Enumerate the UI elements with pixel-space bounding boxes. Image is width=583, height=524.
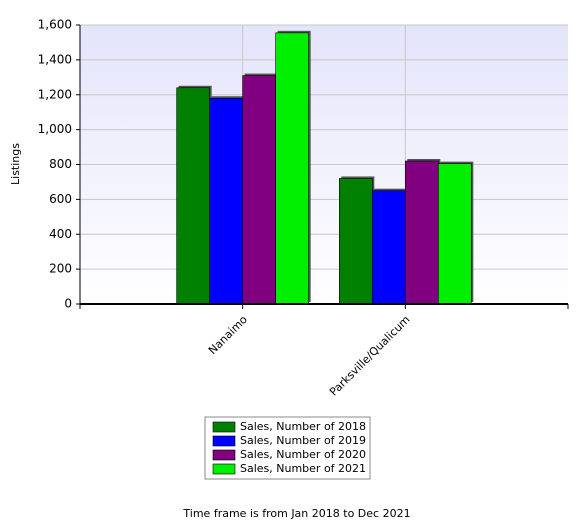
bar — [438, 163, 472, 305]
y-tick-label: 1,000 — [38, 122, 72, 136]
y-tick-label: 1,400 — [38, 52, 72, 66]
legend-label: Sales, Number of 2019 — [240, 434, 366, 447]
y-tick-label: 0 — [64, 297, 72, 311]
y-tick-label: 600 — [49, 192, 72, 206]
x-tick-label: Nanaimo — [206, 313, 250, 357]
bar — [275, 32, 309, 305]
y-tick-label: 1,600 — [38, 18, 72, 32]
legend-label: Sales, Number of 2020 — [240, 448, 366, 461]
legend-label: Sales, Number of 2021 — [240, 462, 366, 475]
bar — [405, 160, 439, 305]
legend-swatch — [212, 435, 236, 447]
legend-swatch — [212, 421, 236, 433]
footnote: Time frame is from Jan 2018 to Dec 2021 — [182, 507, 410, 520]
y-tick-label: 400 — [49, 227, 72, 241]
bar — [176, 87, 210, 305]
legend-swatch — [212, 463, 236, 475]
y-tick-label: 800 — [49, 157, 72, 171]
bar — [339, 178, 373, 305]
bar — [209, 97, 243, 305]
x-tick-label: Parksville/Qualicum — [327, 313, 412, 398]
bar — [242, 75, 276, 305]
y-tick-label: 1,200 — [38, 87, 72, 101]
legend-swatch — [212, 449, 236, 461]
y-tick-label: 200 — [49, 262, 72, 276]
y-axis-label: Listings — [9, 143, 22, 185]
legend-label: Sales, Number of 2018 — [240, 420, 366, 433]
bar — [372, 190, 406, 305]
